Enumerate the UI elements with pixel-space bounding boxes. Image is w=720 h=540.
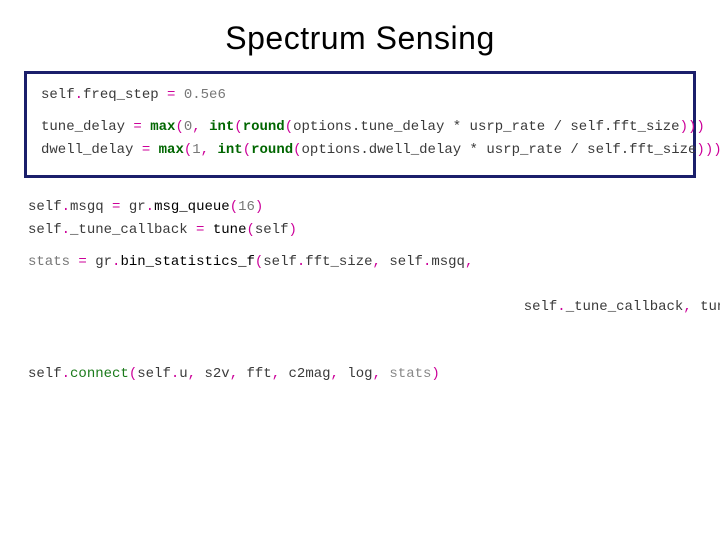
- token-stats: stats: [389, 366, 431, 382]
- code-line-freq-step: self.freq_step = 0.5e6: [41, 84, 679, 106]
- token-comma: ,: [683, 299, 700, 315]
- token-max: max: [150, 119, 175, 135]
- token-paren: ): [705, 142, 713, 158]
- token-paren: (: [293, 142, 301, 158]
- code-line-dwell-delay: dwell_delay = max(1, int(round(options.d…: [41, 139, 679, 161]
- token-paren: ): [680, 119, 688, 135]
- token-arg: c2mag: [289, 366, 331, 382]
- token-prop: msgq: [70, 199, 112, 215]
- token-int: int: [209, 119, 234, 135]
- token-func: tune: [213, 222, 247, 238]
- token-int: int: [217, 142, 242, 158]
- token-comma: ,: [373, 366, 390, 382]
- spacer: [28, 241, 692, 251]
- token-prop: u: [179, 366, 187, 382]
- token-number: 0: [184, 119, 192, 135]
- token-var: dwell_delay: [41, 142, 142, 158]
- code-block-lower: self.msgq = gr.msg_queue(16) self._tune_…: [28, 196, 692, 385]
- token-paren: ): [288, 222, 296, 238]
- token-arg: self: [137, 366, 171, 382]
- token-paren: (: [285, 119, 293, 135]
- token-gr: gr: [129, 199, 146, 215]
- token-prop: _tune_callback: [70, 222, 196, 238]
- token-arg: self: [255, 222, 289, 238]
- token-self: self: [41, 87, 75, 103]
- token-round: round: [251, 142, 293, 158]
- code-line-stats-1: stats = gr.bin_statistics_f(self.fft_siz…: [28, 251, 692, 273]
- token-connect: connect: [70, 366, 129, 382]
- token-func: bin_statistics_f: [120, 254, 254, 270]
- token-arg: s2v: [204, 366, 229, 382]
- token-dot: .: [146, 199, 154, 215]
- spacer: [41, 106, 679, 116]
- token-paren: (: [129, 366, 137, 382]
- token-paren: (: [234, 119, 242, 135]
- token-arg: fft: [247, 366, 272, 382]
- token-paren: ): [255, 199, 263, 215]
- token-self: self: [28, 222, 62, 238]
- token-dot: .: [171, 366, 179, 382]
- token-equals: =: [167, 87, 184, 103]
- token-self: self: [28, 199, 62, 215]
- token-paren: ): [696, 142, 704, 158]
- token-prop: msgq: [431, 254, 465, 270]
- indent: [28, 299, 524, 315]
- token-paren: (: [243, 142, 251, 158]
- token-paren: (: [246, 222, 254, 238]
- token-args: options.dwell_delay * usrp_rate / self.f…: [302, 142, 697, 158]
- token-paren: ): [696, 119, 704, 135]
- spacer: [28, 341, 692, 363]
- token-arg: log: [347, 366, 372, 382]
- token-comma: ,: [201, 142, 218, 158]
- token-stats: stats: [28, 254, 78, 270]
- token-paren: (: [175, 119, 183, 135]
- token-paren: ): [431, 366, 439, 382]
- code-line-connect: self.connect(self.u, s2v, fft, c2mag, lo…: [28, 363, 692, 385]
- token-dot: .: [62, 199, 70, 215]
- token-prop: freq_step: [83, 87, 167, 103]
- token-equals: =: [142, 142, 159, 158]
- code-line-stats-2: self._tune_callback, tune_delay, dwell_d…: [28, 273, 692, 340]
- token-dot: .: [557, 299, 565, 315]
- token-paren: ): [713, 142, 720, 158]
- code-line-tune-callback: self._tune_callback = tune(self): [28, 219, 692, 241]
- token-equals: =: [78, 254, 95, 270]
- token-prop: fft_size: [305, 254, 372, 270]
- slide: Spectrum Sensing self.freq_step = 0.5e6 …: [0, 0, 720, 540]
- token-paren: (: [184, 142, 192, 158]
- token-comma: ,: [373, 254, 390, 270]
- token-gr: gr: [95, 254, 112, 270]
- token-max: max: [159, 142, 184, 158]
- token-var: tune_delay: [41, 119, 133, 135]
- code-line-msgq: self.msgq = gr.msg_queue(16): [28, 196, 692, 218]
- token-comma: ,: [230, 366, 247, 382]
- token-arg: self: [263, 254, 297, 270]
- token-round: round: [243, 119, 285, 135]
- token-equals: =: [112, 199, 129, 215]
- page-title: Spectrum Sensing: [0, 0, 720, 71]
- token-comma: ,: [188, 366, 205, 382]
- token-self: self: [28, 366, 62, 382]
- token-arg: tune_delay: [700, 299, 720, 315]
- token-number: 1: [192, 142, 200, 158]
- token-arg: self: [389, 254, 423, 270]
- token-comma: ,: [192, 119, 209, 135]
- token-paren: (: [230, 199, 238, 215]
- token-comma: ,: [272, 366, 289, 382]
- token-arg: self: [524, 299, 558, 315]
- token-equals: =: [196, 222, 213, 238]
- token-prop: _tune_callback: [566, 299, 684, 315]
- token-dot: .: [62, 366, 70, 382]
- code-line-tune-delay: tune_delay = max(0, int(round(options.tu…: [41, 116, 679, 138]
- token-number: 16: [238, 199, 255, 215]
- token-comma: ,: [331, 366, 348, 382]
- token-number: 0.5e6: [184, 87, 226, 103]
- token-comma: ,: [465, 254, 473, 270]
- token-dot: .: [62, 222, 70, 238]
- highlighted-code-box: self.freq_step = 0.5e6 tune_delay = max(…: [24, 71, 696, 178]
- token-func: msg_queue: [154, 199, 230, 215]
- token-args: options.tune_delay * usrp_rate / self.ff…: [293, 119, 679, 135]
- token-dot: .: [75, 87, 83, 103]
- token-equals: =: [133, 119, 150, 135]
